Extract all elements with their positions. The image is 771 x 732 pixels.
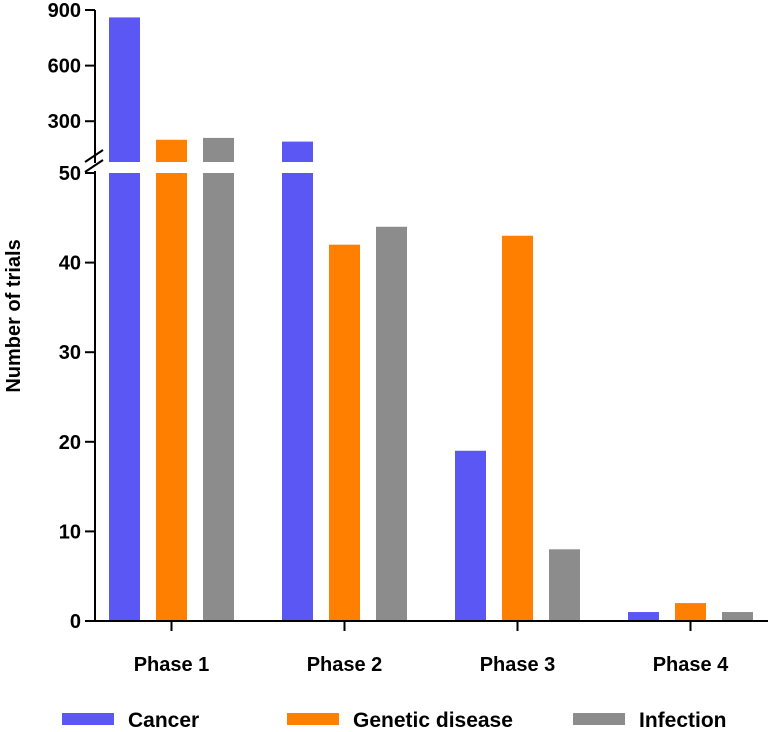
x-tick-label: Phase 4 [653, 654, 729, 676]
legend-label-infection: Infection [639, 709, 727, 732]
bar-infection-phase-3 [549, 549, 580, 621]
bar-cancer-phase-2 [282, 173, 313, 621]
x-tick-label: Phase 3 [480, 654, 556, 676]
y-tick-label: 600 [48, 56, 81, 78]
y-tick-label: 300 [48, 111, 81, 133]
bar-cancer-phase-4 [628, 612, 659, 621]
bar-cancer-phase-1-upper [109, 17, 140, 162]
y-axis-title: Number of trials [3, 239, 25, 392]
bar-genetic-disease-phase-1-upper [156, 139, 187, 162]
bar-infection-phase-2 [376, 226, 407, 621]
bar-infection-phase-4 [722, 612, 753, 621]
y-tick-label: 30 [59, 342, 81, 364]
ticks: 0 10 20 30 40 50 300 600 900 Phase 1 Phase 2 Phase … [48, 0, 730, 676]
bar-infection-phase-1-upper [203, 137, 234, 162]
bars [109, 17, 753, 621]
y-tick-label: 10 [59, 521, 81, 543]
y-tick-label: 20 [59, 432, 81, 454]
bar-cancer-phase-1 [109, 173, 140, 621]
legend-label-genetic-disease: Genetic disease [353, 709, 513, 732]
bar-genetic-disease-phase-3 [502, 235, 533, 621]
bar-genetic-disease-phase-4 [675, 603, 706, 621]
legend-swatch-cancer [62, 713, 114, 725]
bar-cancer-phase-3 [455, 450, 486, 621]
y-tick-label: 900 [48, 0, 81, 22]
bar-genetic-disease-phase-2 [329, 244, 360, 621]
y-tick-label: 50 [59, 163, 81, 185]
bar-infection-phase-1 [203, 173, 234, 621]
bar-genetic-disease-phase-1 [156, 173, 187, 621]
x-tick-label: Phase 2 [307, 654, 383, 676]
legend-swatch-infection [573, 713, 625, 725]
y-tick-label: 40 [59, 253, 81, 275]
axis-break-marker [84, 149, 104, 173]
legend: Cancer Genetic disease Infection [62, 709, 727, 732]
legend-swatch-genetic-disease [287, 713, 339, 725]
bar-cancer-phase-2-upper [282, 141, 313, 162]
axes [84, 10, 768, 622]
x-tick-label: Phase 1 [134, 654, 210, 676]
y-tick-label: 0 [70, 611, 81, 633]
legend-label-cancer: Cancer [128, 709, 199, 732]
